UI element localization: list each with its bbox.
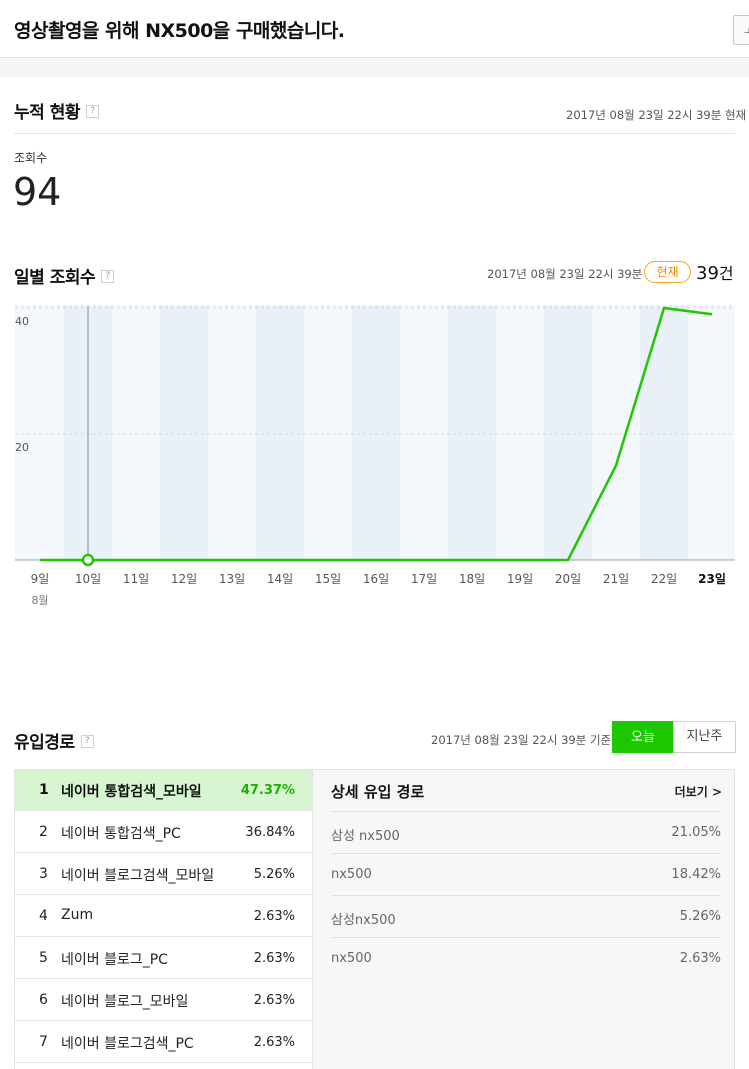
x-tick-label: 14일 xyxy=(267,572,293,586)
rank-percent: 2.63% xyxy=(253,951,295,966)
inflow-detail-panel: 상세 유입 경로 더보기 > 삼성 nx500 21.05% nx500 18.… xyxy=(313,769,735,1069)
inflow-rank-row[interactable]: 5 네이버 블로그_PC 2.63% xyxy=(15,938,312,979)
rank-source-name: 네이버 블로그검색_모바일 xyxy=(61,868,215,884)
x-tick-label: 16일 xyxy=(363,572,389,586)
detail-percent: 18.42% xyxy=(671,867,721,882)
rank-number: 1 xyxy=(39,782,49,798)
x-tick-label: 17일 xyxy=(411,572,437,586)
now-badge: 현재 xyxy=(644,261,691,283)
series-line xyxy=(40,306,713,562)
x-tick-label: 13일 xyxy=(219,572,245,586)
x-tick-label: 19일 xyxy=(507,572,533,586)
rank-percent: 2.63% xyxy=(253,1035,295,1050)
month-label: 8월 xyxy=(31,594,48,607)
y-tick-label: 40 xyxy=(15,315,29,328)
views-value: 94 xyxy=(13,170,62,214)
daily-section-title: 일별 조회수? xyxy=(14,263,115,288)
inflow-rank-row[interactable]: 4 Zum 2.63% xyxy=(15,896,312,937)
daily-timestamp: 2017년 08월 23일 22시 39분 xyxy=(487,267,643,281)
post-title: 영상촬영을 위해 NX500을 구매했습니다. xyxy=(14,20,345,42)
inflow-title-text: 유입경로 xyxy=(14,733,75,753)
detail-percent: 5.26% xyxy=(679,909,721,924)
x-tick-label: 15일 xyxy=(315,572,341,586)
x-tick-label: 18일 xyxy=(459,572,485,586)
detail-keyword: 삼성 nx500 xyxy=(331,829,400,844)
detail-keyword: nx500 xyxy=(331,867,372,882)
detail-percent: 2.63% xyxy=(679,951,721,966)
top-bar: 영상촬영을 위해 NX500을 구매했습니다. ㅗ xyxy=(0,0,749,58)
x-tick-label: 22일 xyxy=(651,572,677,586)
cumulative-section-title: 누적 현황? xyxy=(14,98,99,123)
detail-keyword: nx500 xyxy=(331,951,372,966)
x-tick-label: 11일 xyxy=(123,572,149,586)
help-icon[interactable]: ? xyxy=(85,104,99,118)
detail-row[interactable]: 삼성 nx500 21.05% xyxy=(331,811,721,853)
inflow-timestamp: 2017년 08월 23일 22시 39분 기준 xyxy=(431,733,612,747)
day-band xyxy=(640,306,688,560)
rank-number: 7 xyxy=(39,1034,48,1050)
x-tick-label: 9일 xyxy=(31,572,50,586)
daily-views-chart: 20 40 9일 10일 11일 12일 13일 14일 15일 16일 17일 18일 19일 20일 2… xyxy=(15,305,735,607)
inflow-rank-row[interactable]: 2 네이버 통합검색_PC 36.84% xyxy=(15,812,312,853)
rank-source-name: 네이버 통합검색_PC xyxy=(61,826,181,842)
inflow-rank-row[interactable]: 6 네이버 블로그_모바일 2.63% xyxy=(15,980,312,1021)
detail-percent: 21.05% xyxy=(671,825,721,840)
tab-today[interactable]: 오늘 xyxy=(612,721,674,753)
now-count-unit: 건 xyxy=(718,264,734,283)
rank-number: 2 xyxy=(39,824,48,840)
now-count: 39건 xyxy=(696,260,734,284)
day-band xyxy=(352,306,400,560)
detail-row[interactable]: nx500 18.42% xyxy=(331,853,721,895)
inflow-rank-row[interactable]: 1 네이버 통합검색_모바일 47.37% xyxy=(15,770,312,811)
section-gap xyxy=(0,59,749,77)
day-band xyxy=(256,306,304,560)
rank-number: 4 xyxy=(39,908,48,924)
rank-source-name: 네이버 블로그_PC xyxy=(61,952,168,968)
detail-row[interactable]: 삼성nx500 5.26% xyxy=(331,895,721,937)
views-label: 조회수 xyxy=(14,151,48,165)
side-button-glyph: ㅗ xyxy=(744,23,749,39)
detail-keyword: 삼성nx500 xyxy=(331,913,396,928)
cumulative-title-text: 누적 현황 xyxy=(14,103,80,123)
x-tick-label: 10일 xyxy=(75,572,101,586)
inflow-rank-row[interactable]: 7 네이버 블로그검색_PC 2.63% xyxy=(15,1022,312,1063)
now-count-value: 39 xyxy=(696,263,719,284)
daily-title-text: 일별 조회수 xyxy=(14,268,96,288)
rank-source-name: 네이버 블로그_모바일 xyxy=(61,994,189,1010)
rank-number: 5 xyxy=(39,950,48,966)
day-band xyxy=(160,306,208,560)
divider xyxy=(14,133,735,134)
x-tick-label: 20일 xyxy=(555,572,581,586)
x-tick-label: 21일 xyxy=(603,572,629,586)
day-band xyxy=(448,306,496,560)
rank-percent: 47.37% xyxy=(240,783,295,798)
rank-number: 3 xyxy=(39,866,48,882)
more-link[interactable]: 더보기 > xyxy=(674,785,722,799)
rank-percent: 5.26% xyxy=(253,867,295,882)
rank-percent: 2.63% xyxy=(253,909,295,924)
detail-title: 상세 유입 경로 xyxy=(331,783,425,801)
rank-source-name: 네이버 통합검색_모바일 xyxy=(61,784,202,800)
data-point xyxy=(81,553,95,567)
help-icon[interactable]: ? xyxy=(101,269,115,283)
x-tick-label: 12일 xyxy=(171,572,197,586)
inflow-rank-list: 1 네이버 통합검색_모바일 47.37% 2 네이버 통합검색_PC 36.8… xyxy=(14,769,313,1069)
inflow-section-title: 유입경로? xyxy=(14,728,94,753)
tab-last-week[interactable]: 지난주 xyxy=(673,721,736,753)
detail-row[interactable]: nx500 2.63% xyxy=(331,937,721,979)
rank-percent: 36.84% xyxy=(245,825,295,840)
inflow-rank-row[interactable]: 3 네이버 블로그검색_모바일 5.26% xyxy=(15,854,312,895)
cumulative-timestamp: 2017년 08월 23일 22시 39분 현재 xyxy=(566,108,747,122)
rank-source-name: Zum xyxy=(61,907,94,923)
y-tick-label: 20 xyxy=(15,441,29,454)
help-icon[interactable]: ? xyxy=(80,734,94,748)
day-band xyxy=(544,306,592,560)
x-tick-label: 23일 xyxy=(698,572,726,586)
rank-number: 6 xyxy=(39,992,48,1008)
side-button[interactable]: ㅗ xyxy=(733,15,749,45)
rank-source-name: 네이버 블로그검색_PC xyxy=(61,1036,194,1052)
rank-percent: 2.63% xyxy=(253,993,295,1008)
